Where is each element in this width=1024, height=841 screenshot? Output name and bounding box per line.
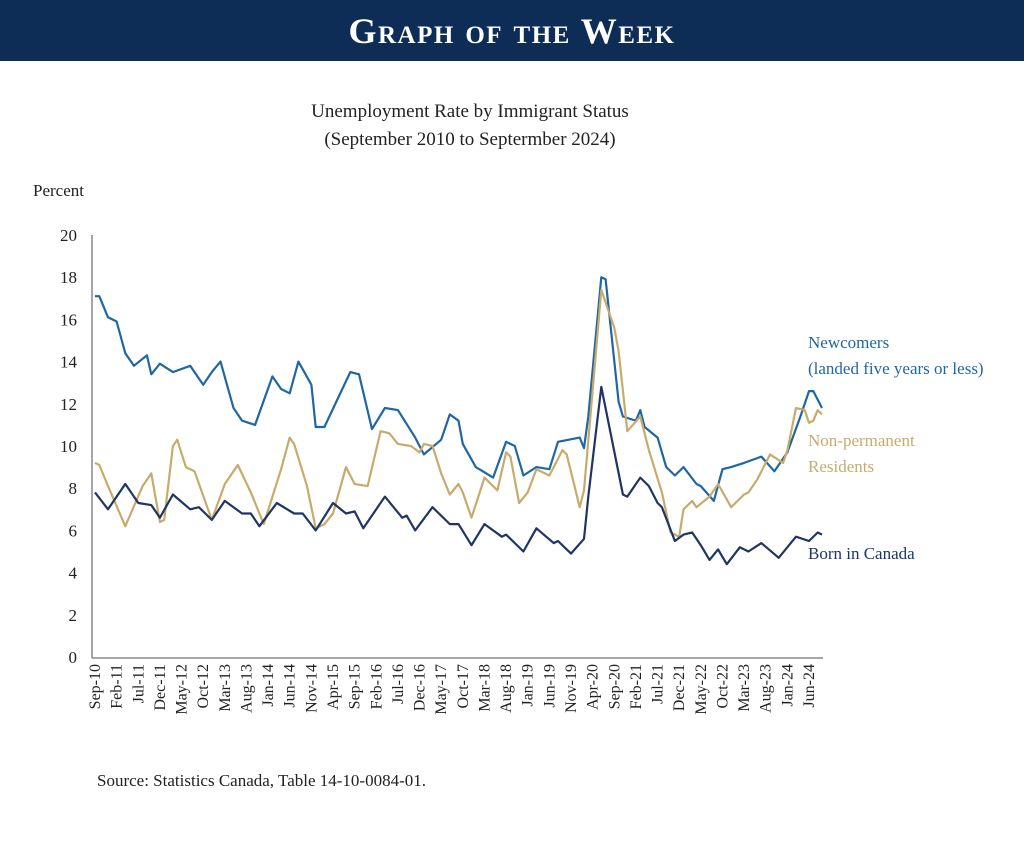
x-tick-label: Dec-16 [412,664,429,711]
x-tick-label: Jun-14 [282,664,299,708]
x-tick-label: Jun-24 [801,664,818,708]
x-tick-label: Dec-11 [152,664,169,711]
x-tick-label: Sep-10 [87,664,104,709]
x-tick-label: Feb-16 [368,664,385,709]
x-tick-label: Jul-16 [390,664,407,704]
chart-subtitle: (September 2010 to Septermber 2024) [324,129,615,150]
x-tick-label: Apr-20 [585,664,602,710]
x-tick-label: Jun-19 [541,664,558,708]
x-tick-label: Dec-21 [671,664,688,711]
x-tick-label: Aug-13 [238,664,255,713]
series-label: Born in Canada [808,544,915,563]
x-tick-label: Mar-23 [736,664,753,712]
x-tick-label: Jan-24 [779,664,796,707]
series-label: Residents [808,457,874,476]
x-tick-label: Oct-22 [714,664,731,708]
y-tick-label: 0 [69,648,78,667]
x-tick-label: May-22 [693,664,710,715]
y-tick-label: 12 [60,395,77,414]
x-tick-label: May-17 [433,664,450,715]
banner-title: Graph of the Week [348,10,676,51]
series-line-non-permanent-residents [94,288,823,538]
x-tick-label: Oct-17 [455,664,472,708]
series-label: Non-permanent [808,431,915,450]
y-axis-label: Percent [33,181,84,200]
x-tick-label: Sep-20 [606,664,623,709]
series-label: (landed five years or less) [808,359,984,378]
source-note: Source: Statistics Canada, Table 14-10-0… [97,771,426,790]
x-tick-label: Mar-13 [217,664,234,712]
x-tick-label: Nov-19 [563,664,580,713]
x-tick-label: Jan-19 [520,664,537,707]
x-tick-label: Oct-12 [195,664,212,708]
x-tick-label: Apr-15 [325,664,342,710]
x-tick-label: Feb-11 [109,664,126,709]
x-tick-label: Aug-23 [758,664,775,713]
y-tick-label: 6 [69,521,78,540]
x-tick-label: Feb-21 [628,664,645,709]
y-tick-label: 8 [69,479,78,498]
x-tick-label: Sep-15 [347,664,364,709]
y-tick-label: 4 [69,564,78,583]
banner: Graph of the Week [0,0,1024,61]
series-label: Newcomers [808,333,889,352]
y-tick-label: 16 [60,310,77,329]
x-tick-label: Mar-18 [476,664,493,712]
y-tick-label: 2 [69,606,78,625]
x-tick-label: Aug-18 [498,664,515,713]
x-tick-label: May-12 [174,664,191,715]
y-tick-label: 18 [60,268,77,287]
y-tick-label: 14 [60,353,78,372]
chart-title: Unemployment Rate by Immigrant Status [311,101,629,122]
y-tick-label: 10 [60,437,77,456]
x-tick-label: Nov-14 [303,664,320,713]
series-line-born-in-canada [94,385,823,566]
x-tick-label: Jul-11 [130,664,147,703]
x-tick-label: Jan-14 [260,664,277,707]
x-tick-label: Jul-21 [650,664,667,704]
series-line-newcomers [95,276,823,502]
y-tick-label: 20 [60,226,77,245]
